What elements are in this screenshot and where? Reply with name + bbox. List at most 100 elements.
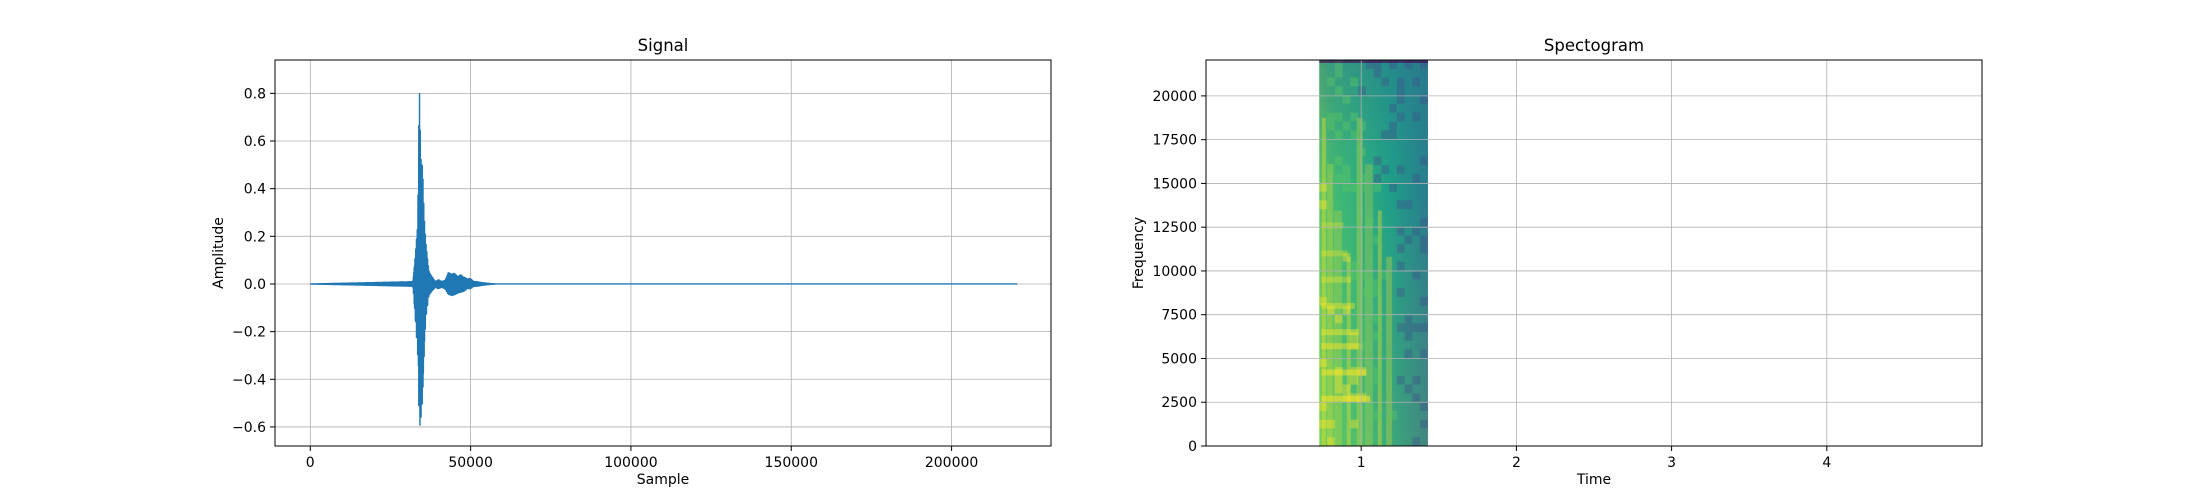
spectrogram-cell — [1319, 419, 1328, 429]
spectrogram-cell — [1342, 182, 1351, 192]
spectrogram-cell — [1404, 384, 1413, 394]
spectrogram-cell — [1350, 375, 1359, 385]
signal-x-tick-label: 0 — [306, 455, 315, 471]
spectrogram-axes-frame — [1205, 59, 1983, 447]
spectrogram-cell — [1358, 393, 1366, 403]
spectrogram-cell — [1358, 121, 1366, 131]
spectrogram-x-tick-label: 3 — [1667, 455, 1676, 471]
signal-y-tick-label: −0.2 — [232, 325, 266, 341]
spectrogram-y-tick-label: 0 — [1188, 439, 1197, 455]
signal-x-ticks: 0 50000 100000 150000 200000 — [306, 446, 978, 471]
spectrogram-cell — [1420, 217, 1428, 227]
spectrogram-cell — [1420, 419, 1428, 429]
signal-y-tick-label: 0.0 — [244, 277, 266, 293]
spectrogram-cell — [1319, 200, 1328, 210]
spectrogram-cell — [1412, 437, 1421, 446]
spectrogram-cell — [1412, 226, 1421, 236]
spectrogram-cell — [1412, 270, 1421, 280]
spectrogram-cell — [1327, 165, 1335, 175]
spectrogram-cell — [1334, 86, 1343, 96]
spectrogram-cell — [1373, 68, 1382, 78]
spectrogram-cell — [1327, 419, 1335, 429]
spectrogram-y-tick-label: 12500 — [1152, 220, 1197, 236]
spectrogram-cell — [1321, 250, 1348, 257]
spectrogram-cell — [1350, 367, 1359, 376]
signal-y-ticks: −0.6 −0.4 −0.2 0.0 0.2 0.4 0.6 0.8 — [232, 86, 275, 436]
spectrogram-cell — [1350, 130, 1359, 139]
spectrogram-cell — [1319, 182, 1328, 192]
spectrogram-cell — [1321, 276, 1352, 283]
spectrogram-cell — [1358, 367, 1366, 376]
spectrogram-cell — [1396, 165, 1405, 175]
spectrogram-cell — [1334, 367, 1343, 376]
spectrogram-cell — [1396, 244, 1405, 253]
spectrogram-cell — [1356, 117, 1363, 446]
spectrogram-cell — [1389, 130, 1397, 139]
spectrogram-cell — [1365, 288, 1374, 297]
spectrogram-cell — [1389, 182, 1397, 192]
spectrogram-cell — [1373, 410, 1382, 420]
signal-title: Signal — [638, 36, 689, 55]
signal-y-tick-label: 0.2 — [244, 229, 266, 245]
spectrogram-cell — [1365, 217, 1374, 227]
signal-axes-frame — [274, 59, 1052, 447]
spectrogram-cell — [1412, 323, 1421, 332]
spectrogram-title: Spectogram — [1544, 36, 1644, 55]
spectrogram-cell — [1396, 95, 1405, 104]
signal-series-line — [309, 92, 1018, 426]
spectrogram-cell — [1386, 256, 1393, 446]
spectrogram-y-tick-label: 2500 — [1161, 395, 1197, 411]
spectrogram-cell — [1319, 296, 1328, 306]
signal-x-axis-title: Sample — [637, 472, 690, 488]
spectrogram-cell — [1327, 437, 1335, 446]
spectrogram-cell — [1396, 288, 1405, 297]
signal-y-tick-label: 0.6 — [244, 134, 266, 150]
spectrogram-heatmap — [1319, 60, 1428, 446]
spectrogram-cell — [1412, 174, 1421, 183]
spectrogram-cell — [1420, 60, 1428, 69]
spectrogram-cell — [1412, 77, 1421, 87]
spectrogram-cell — [1389, 60, 1397, 69]
spectrogram-cell — [1373, 331, 1382, 341]
spectrogram-cell — [1358, 86, 1366, 96]
spectrogram-cell — [1373, 182, 1382, 192]
spectrogram-cell — [1342, 174, 1351, 183]
spectrogram-cell — [1381, 165, 1390, 175]
signal-y-tick-label: 0.4 — [244, 182, 266, 198]
spectrogram-cell — [1420, 244, 1428, 253]
spectrogram-cell — [1346, 256, 1351, 446]
signal-x-tick-label: 100000 — [604, 455, 657, 471]
spectrogram-cell — [1334, 112, 1343, 122]
spectrogram-grid — [1206, 60, 1982, 447]
signal-x-tick-label: 150000 — [765, 455, 818, 471]
spectrogram-cell — [1373, 367, 1382, 376]
signal-y-tick-label: 0.8 — [244, 86, 266, 102]
spectrogram-cell — [1412, 375, 1421, 385]
spectrogram-cell — [1420, 296, 1428, 306]
spectrogram-cell — [1342, 121, 1351, 131]
spectrogram-cell — [1373, 174, 1382, 183]
spectrogram-cell — [1350, 419, 1359, 429]
spectrogram-cell — [1420, 323, 1428, 332]
signal-y-tick-label: −0.4 — [232, 372, 266, 388]
signal-x-tick-label: 50000 — [448, 455, 493, 471]
spectrogram-y-ticks: 0 2500 5000 7500 10000 12500 15000 17500 20000 — [1152, 89, 1206, 455]
spectrogram-cell — [1396, 323, 1405, 332]
spectrogram-cell — [1358, 182, 1366, 192]
spectrogram-cell — [1396, 375, 1405, 385]
spectrogram-cell — [1334, 60, 1343, 69]
spectrogram-cell — [1373, 314, 1382, 324]
spectrogram-x-ticks: 1 2 3 4 — [1357, 446, 1831, 471]
spectrogram-y-tick-label: 20000 — [1152, 89, 1197, 105]
spectrogram-y-tick-label: 5000 — [1161, 351, 1197, 367]
spectrogram-cell — [1396, 112, 1405, 122]
spectrogram-chart: Spectogram 1 2 3 4 0 2500 5000 7500 10000 12500 1… — [1131, 36, 1983, 488]
spectrogram-cell — [1319, 60, 1428, 63]
signal-grid — [275, 60, 1051, 446]
spectrogram-cell — [1358, 288, 1366, 297]
spectrogram-cell — [1404, 349, 1413, 359]
spectrogram-cell — [1377, 210, 1382, 446]
spectrogram-y-tick-label: 7500 — [1161, 308, 1197, 324]
spectrogram-cell — [1373, 288, 1382, 297]
